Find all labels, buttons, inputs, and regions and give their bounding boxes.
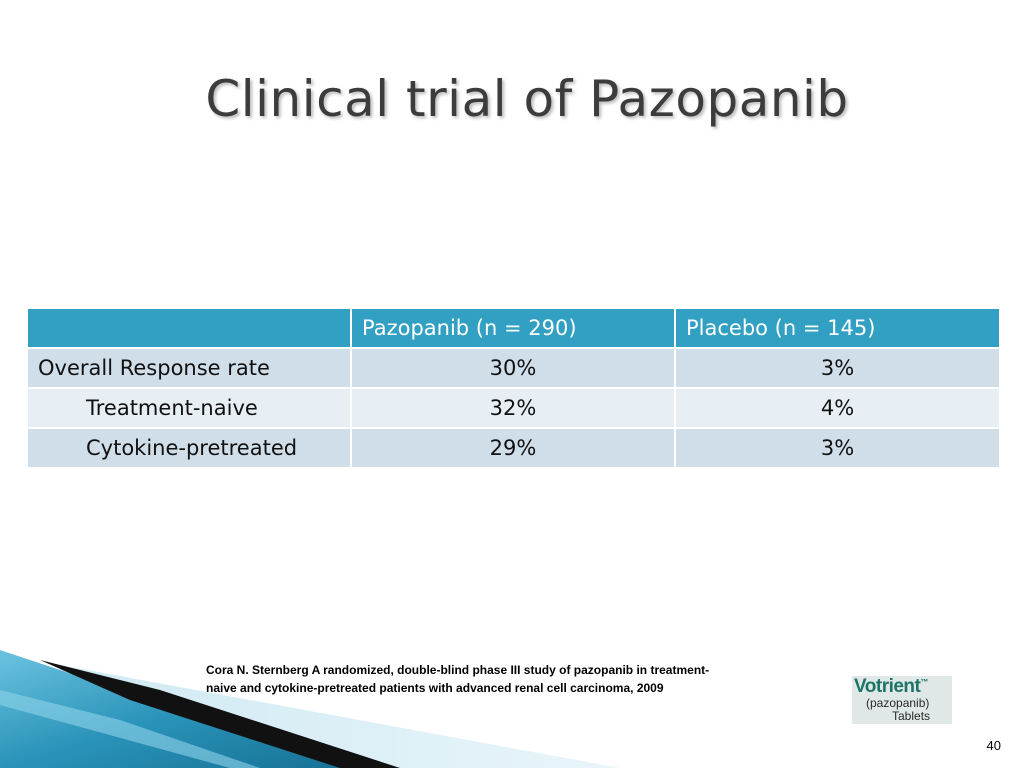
table-header-cell: Placebo (n = 145) (674, 307, 1001, 349)
citation-line: naive and cytokine-pretreated patients w… (206, 681, 664, 695)
citation-line: Cora N. Sternberg A randomized, double-b… (206, 663, 710, 677)
placebo-value: 4% (674, 387, 1001, 429)
placebo-value: 3% (674, 347, 1001, 389)
table-row: Overall Response rate 30% 3% (26, 347, 1001, 389)
placebo-value: 3% (674, 427, 1001, 469)
table-header-cell: Pazopanib (n = 290) (350, 307, 676, 349)
pazopanib-value: 29% (350, 427, 676, 469)
logo-form: Tablets (892, 709, 931, 723)
citation: Cora N. Sternberg A randomized, double-b… (206, 661, 816, 697)
row-label: Treatment-naive (26, 387, 352, 429)
table-header-cell (26, 307, 352, 349)
slide-title: Clinical trial of Pazopanib (205, 70, 849, 128)
pazopanib-value: 32% (350, 387, 676, 429)
pazopanib-value: 30% (350, 347, 676, 389)
votrient-logo: Votrient™ (pazopanib) Tablets (852, 676, 952, 724)
table-header-row: Pazopanib (n = 290) Placebo (n = 145) (26, 307, 1001, 349)
table-row: Treatment-naive 32% 4% (26, 387, 1001, 429)
results-table: Pazopanib (n = 290) Placebo (n = 145) Ov… (26, 307, 1001, 469)
row-label: Cytokine-pretreated (26, 427, 352, 469)
logo-generic-name: (pazopanib) (866, 696, 930, 710)
row-label: Overall Response rate (26, 347, 352, 389)
page-number: 40 (986, 738, 1001, 753)
logo-brand: Votrient™ (854, 676, 928, 697)
table-row: Cytokine-pretreated 29% 3% (26, 427, 1001, 469)
